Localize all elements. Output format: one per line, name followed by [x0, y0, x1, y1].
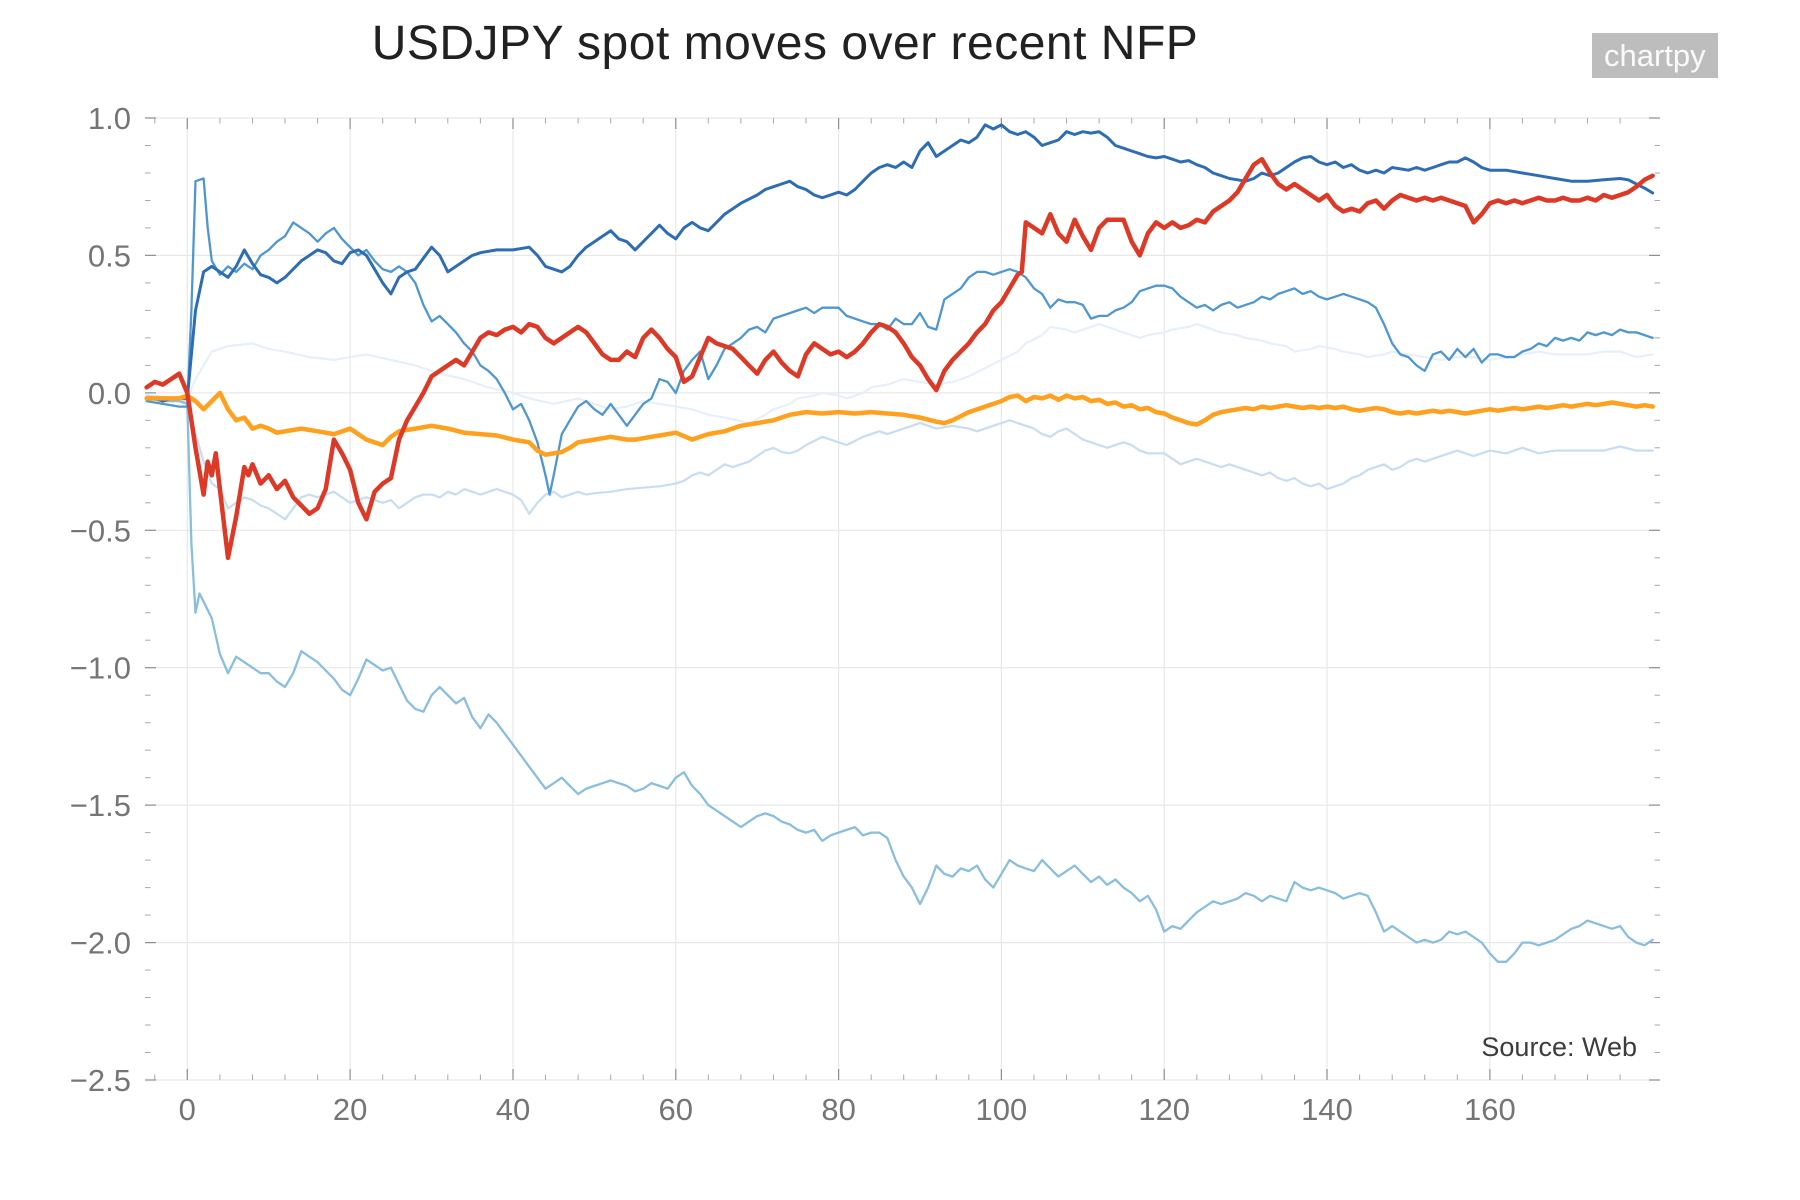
- x-tick-label: 0: [179, 1092, 196, 1127]
- chartpy-watermark-badge: chartpy: [1592, 33, 1718, 78]
- y-tick-label: −0.5: [70, 513, 131, 548]
- source-note: Source: Web: [1481, 1032, 1637, 1062]
- series-line-dark-blue: [145, 123, 1655, 403]
- gridlines: [145, 117, 1660, 1081]
- y-tick-label: 0.5: [88, 238, 131, 273]
- y-tick-label: −2.5: [70, 1063, 131, 1098]
- x-tick-label: 140: [1301, 1092, 1353, 1127]
- x-tick-label: 160: [1464, 1092, 1516, 1127]
- y-tick-label: −1.0: [70, 651, 131, 686]
- x-axis-tick-labels: 0 20 40 60 80 100 120 140 160: [179, 1092, 1516, 1127]
- x-tick-label: 60: [659, 1092, 693, 1127]
- axis-ticks: [145, 117, 1660, 1081]
- x-tick-label: 20: [333, 1092, 367, 1127]
- y-tick-label: 1.0: [88, 101, 131, 136]
- x-tick-label: 100: [976, 1092, 1028, 1127]
- line-series-group: [144, 123, 1655, 963]
- y-tick-label: 0.0: [88, 376, 131, 411]
- series-line-red: [144, 156, 1655, 561]
- chart-title: USDJPY spot moves over recent NFP: [371, 17, 1199, 70]
- y-tick-label: −1.5: [70, 788, 131, 823]
- y-tick-label: −2.0: [70, 926, 131, 961]
- series-line-orange: [144, 390, 1655, 457]
- x-tick-label: 80: [821, 1092, 855, 1127]
- x-tick-label: 120: [1138, 1092, 1190, 1127]
- series-line-light-blue: [145, 397, 1654, 963]
- series-line-medium-blue: [145, 177, 1654, 496]
- x-tick-label: 40: [496, 1092, 530, 1127]
- series-line-pale-blue: [145, 394, 1654, 521]
- y-axis-tick-labels: 1.0 0.5 0.0 −0.5 −1.0 −1.5 −2.0 −2.5: [70, 101, 131, 1098]
- series-line-faint-blue: [145, 323, 1654, 425]
